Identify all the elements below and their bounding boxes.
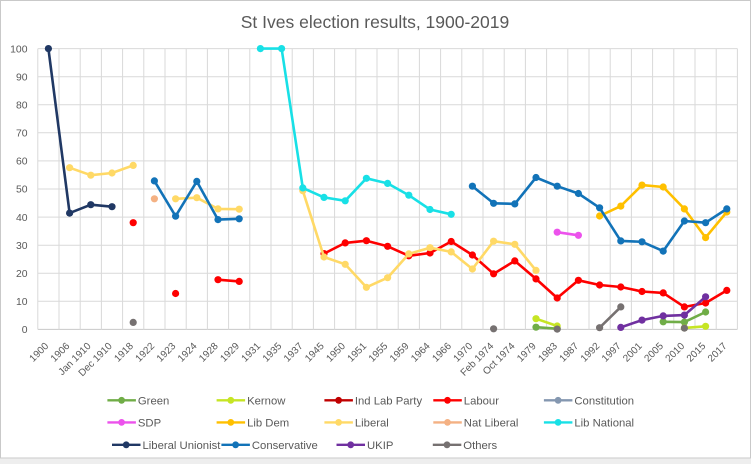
svg-text:40: 40 [16, 213, 28, 224]
svg-text:50: 50 [16, 185, 28, 196]
svg-text:60: 60 [16, 157, 28, 168]
svg-text:90: 90 [16, 72, 28, 83]
svg-text:Nat Liberal: Nat Liberal [464, 417, 519, 429]
svg-text:Liberal Unionist: Liberal Unionist [143, 440, 222, 452]
svg-text:Ind Lab Party: Ind Lab Party [355, 395, 423, 407]
svg-text:20: 20 [16, 269, 28, 280]
svg-text:Constitution: Constitution [574, 395, 634, 407]
svg-text:Labour: Labour [464, 395, 499, 407]
svg-text:0: 0 [22, 325, 28, 336]
svg-text:Conservative: Conservative [252, 440, 318, 452]
svg-text:Green: Green [138, 395, 169, 407]
svg-text:70: 70 [16, 129, 28, 140]
svg-text:Others: Others [463, 440, 497, 452]
svg-text:SDP: SDP [138, 417, 161, 429]
svg-text:10: 10 [16, 297, 28, 308]
svg-text:UKIP: UKIP [367, 440, 393, 452]
svg-text:Lib Dem: Lib Dem [247, 417, 289, 429]
svg-text:Lib National: Lib National [574, 417, 634, 429]
svg-text:St Ives election results, 1900: St Ives election results, 1900-2019 [241, 12, 510, 32]
svg-text:Kernow: Kernow [247, 395, 286, 407]
svg-text:80: 80 [16, 101, 28, 112]
svg-text:100: 100 [10, 44, 28, 55]
svg-text:30: 30 [16, 241, 28, 252]
svg-text:Liberal: Liberal [355, 417, 389, 429]
